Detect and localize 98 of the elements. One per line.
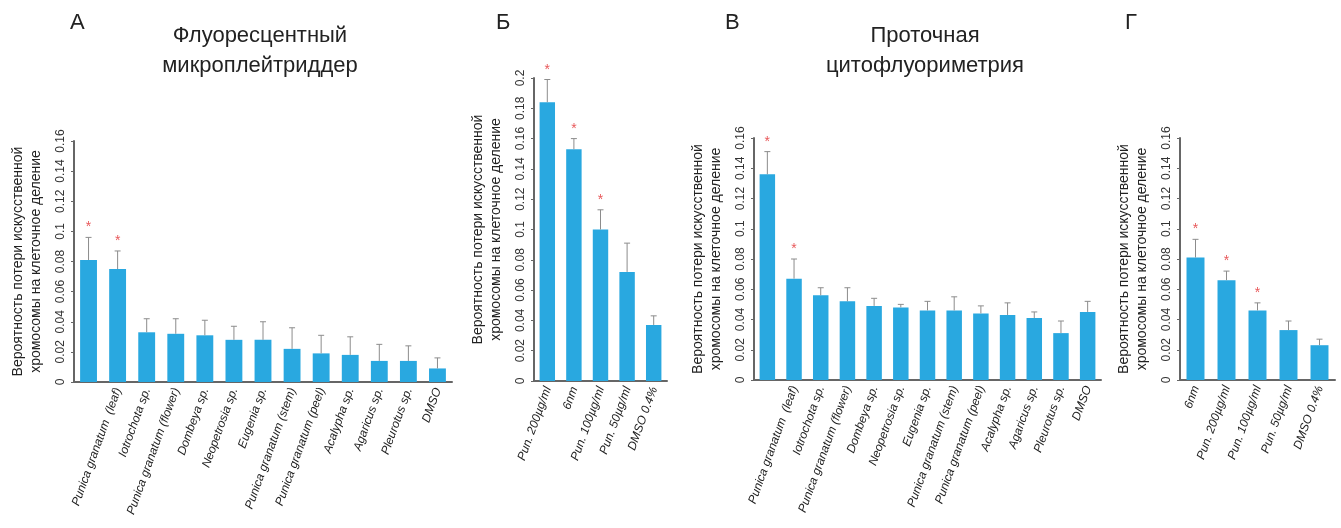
y-tick-label: 0.04 bbox=[733, 307, 747, 332]
bar bbox=[645, 324, 662, 381]
bar bbox=[839, 301, 856, 380]
chart-title: Проточная цитофлуориметрия bbox=[825, 21, 1025, 77]
x-tick-label: 6nm bbox=[559, 384, 581, 412]
y-tick-label: 0.08 bbox=[733, 247, 747, 271]
bar bbox=[866, 305, 882, 380]
data-label: * bbox=[597, 190, 604, 207]
bar bbox=[973, 313, 989, 380]
bar bbox=[999, 314, 1016, 380]
y-tick-label: 0.16 bbox=[733, 126, 747, 150]
bar bbox=[80, 259, 97, 382]
bar bbox=[1079, 311, 1096, 380]
bar bbox=[1248, 310, 1267, 380]
bar bbox=[429, 368, 446, 382]
text: В bbox=[725, 8, 740, 34]
data-label: * bbox=[764, 132, 771, 149]
y-axis-title: Вероятность потери искусственной хромосомы на клеточное деление bbox=[9, 146, 43, 377]
y-tick-label: 0 bbox=[733, 376, 747, 384]
data-label: * bbox=[1223, 252, 1230, 269]
y-tick-label: 0.02 bbox=[1159, 337, 1173, 362]
chart-title: Флуоресцентный микроплейтриддер bbox=[162, 21, 358, 77]
bar bbox=[566, 149, 582, 381]
bar bbox=[592, 229, 609, 381]
bar bbox=[254, 339, 272, 382]
bar bbox=[138, 332, 156, 382]
bar bbox=[1186, 257, 1205, 380]
y-tick-label: 0.1 bbox=[53, 222, 67, 240]
y-axis-title: Вероятность потери искусственной хромосомы на клеточное деление bbox=[469, 114, 503, 345]
bar bbox=[893, 307, 909, 380]
y-tick-label: 0.16 bbox=[1159, 126, 1173, 150]
bar bbox=[812, 295, 829, 380]
bar bbox=[1279, 330, 1298, 380]
y-tick-label: 0.08 bbox=[513, 247, 527, 272]
bar bbox=[109, 269, 127, 382]
bar bbox=[283, 348, 301, 382]
bar bbox=[399, 360, 417, 382]
bar bbox=[1310, 345, 1329, 380]
y-tick-label: 0.1 bbox=[1159, 220, 1173, 238]
y-tick-label: 0.2 bbox=[513, 69, 527, 87]
bar bbox=[759, 174, 776, 380]
bar bbox=[196, 335, 214, 382]
y-tick-label: 0.18 bbox=[513, 96, 527, 120]
y-tick-label: 0 bbox=[513, 377, 527, 385]
y-tick-label: 0.12 bbox=[513, 187, 527, 211]
y-tick-label: 0.02 bbox=[53, 339, 67, 364]
y-tick-label: 0.1 bbox=[733, 220, 747, 238]
y-tick-label: 0.04 bbox=[53, 309, 67, 334]
data-label: * bbox=[1254, 283, 1261, 300]
data-label: * bbox=[1192, 220, 1199, 237]
y-tick-label: 0.12 bbox=[733, 186, 747, 211]
y-axis-title: Вероятность потери искусственной хромосомы на клеточное деление bbox=[1115, 144, 1149, 374]
y-tick-label: 0.02 bbox=[733, 337, 747, 362]
y-tick-label: 0.12 bbox=[53, 189, 67, 213]
bar bbox=[539, 102, 556, 381]
y-tick-label: 0 bbox=[53, 378, 67, 386]
y-axis-title: Вероятность потери искусственной хромосомы на клеточное деление bbox=[689, 144, 723, 374]
y-tick-label: 0.02 bbox=[513, 338, 527, 363]
bar bbox=[1053, 333, 1069, 380]
x-tick-label: 6nm bbox=[1180, 383, 1203, 411]
y-tick-label: 0.14 bbox=[1159, 156, 1173, 180]
bar bbox=[312, 353, 330, 382]
bar bbox=[167, 333, 185, 382]
bar bbox=[341, 354, 359, 382]
y-tick-label: 0.14 bbox=[513, 156, 527, 181]
y-tick-label: 0.06 bbox=[1159, 277, 1173, 301]
bar bbox=[619, 271, 635, 381]
bar bbox=[1026, 317, 1043, 380]
y-tick-label: 0.06 bbox=[53, 279, 67, 304]
y-tick-label: 0.16 bbox=[53, 129, 67, 153]
y-tick-label: 0.16 bbox=[513, 126, 527, 151]
x-tick-label: DMSO bbox=[1068, 383, 1095, 423]
bar bbox=[946, 310, 962, 380]
data-label: * bbox=[791, 240, 798, 256]
y-tick-label: 0.06 bbox=[513, 278, 527, 302]
text: Б bbox=[496, 8, 511, 34]
y-tick-label: 0.08 bbox=[53, 249, 67, 274]
y-tick-label: 0.04 bbox=[513, 308, 527, 333]
y-tick-label: 0.14 bbox=[53, 159, 67, 183]
data-label: * bbox=[571, 119, 578, 136]
y-tick-label: 0.14 bbox=[733, 156, 747, 180]
bar bbox=[370, 360, 388, 382]
bar bbox=[786, 278, 802, 380]
y-tick-label: 0.12 bbox=[1159, 186, 1173, 211]
data-label: * bbox=[114, 231, 121, 248]
y-tick-label: 0.1 bbox=[513, 220, 527, 238]
text: А bbox=[70, 8, 85, 34]
y-tick-label: 0.06 bbox=[733, 277, 747, 301]
data-label: * bbox=[544, 60, 551, 77]
y-tick-label: 0.08 bbox=[1159, 247, 1173, 271]
bar bbox=[919, 310, 936, 380]
bar bbox=[225, 339, 243, 382]
y-tick-label: 0 bbox=[1159, 376, 1173, 384]
bar bbox=[1217, 280, 1236, 380]
y-tick-label: 0.04 bbox=[1159, 307, 1173, 332]
data-label: * bbox=[85, 218, 92, 235]
text: Г bbox=[1125, 8, 1137, 34]
x-tick-label: DMSO bbox=[418, 385, 445, 425]
